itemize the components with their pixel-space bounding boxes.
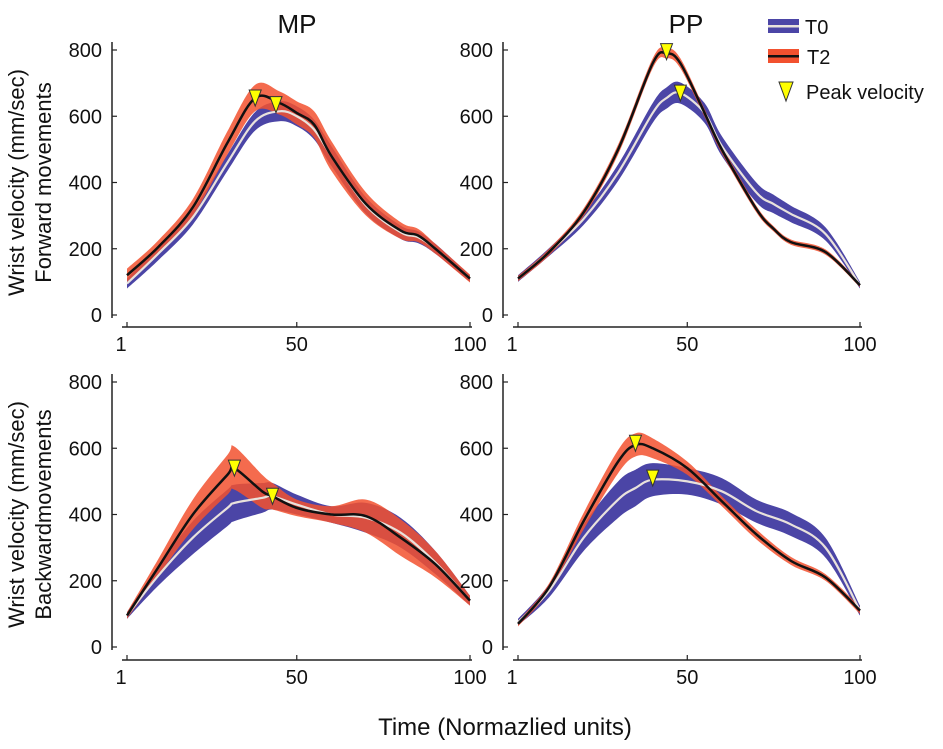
legend-label-peak: Peak velocity bbox=[806, 82, 924, 104]
band-t2 bbox=[518, 432, 860, 627]
x-tick-label: 100 bbox=[453, 334, 486, 356]
y-tick-label: 800 bbox=[69, 40, 102, 62]
y-tick-label: 600 bbox=[460, 438, 493, 460]
band-t0 bbox=[518, 463, 860, 626]
y-tick-label: 0 bbox=[91, 305, 102, 327]
y-tick-label: 600 bbox=[460, 106, 493, 128]
panel-title: PP bbox=[669, 9, 704, 39]
y-tick-label: 800 bbox=[69, 372, 102, 394]
y-tick-label: 0 bbox=[91, 637, 102, 659]
mean-line-t0 bbox=[517, 478, 861, 623]
y-axis-label: Backwardmovements bbox=[31, 409, 56, 619]
panel-title: MP bbox=[278, 9, 317, 39]
peak-velocity-marker-t2 bbox=[659, 43, 674, 62]
mean-line-t0 bbox=[517, 91, 861, 286]
x-tick-label: 50 bbox=[676, 334, 698, 356]
y-tick-label: 200 bbox=[460, 239, 493, 261]
legend: T0 T2 Peak velocity bbox=[768, 17, 924, 104]
band-t2 bbox=[518, 47, 860, 288]
x-tick-label: 50 bbox=[676, 667, 698, 689]
y-tick-label: 0 bbox=[482, 305, 493, 327]
x-tick-label: 1 bbox=[506, 667, 517, 689]
y-tick-label: 400 bbox=[460, 505, 493, 527]
x-tick-label: 1 bbox=[506, 334, 517, 356]
legend-label-t2: T2 bbox=[807, 47, 830, 69]
y-tick-label: 400 bbox=[460, 173, 493, 195]
mean-line-t2 bbox=[517, 442, 861, 625]
y-tick-label: 200 bbox=[69, 239, 102, 261]
panel-3: 0 200 400 600 800 1 50 100 Wrist velocity (mm/se… bbox=[4, 372, 487, 689]
panel-1: 0 200 400 600 800 1 50 100 MP Wrist velocity (mm/… bbox=[4, 9, 487, 356]
y-tick-label: 800 bbox=[460, 40, 493, 62]
y-tick-label: 600 bbox=[69, 438, 102, 460]
y-tick-label: 400 bbox=[69, 505, 102, 527]
y-tick-label: 0 bbox=[482, 637, 493, 659]
y-tick-label: 800 bbox=[460, 372, 493, 394]
y-axis-label: Wrist velocity (mm/sec) bbox=[4, 401, 29, 628]
x-tick-label: 100 bbox=[843, 334, 876, 356]
band-t0 bbox=[518, 81, 860, 289]
y-tick-label: 200 bbox=[460, 571, 493, 593]
band-t2 bbox=[127, 445, 470, 619]
legend-swatch-t2-line bbox=[768, 55, 799, 58]
legend-label-t0: T0 bbox=[805, 17, 828, 39]
band-t0 bbox=[127, 101, 470, 289]
peak-velocity-marker-t2 bbox=[227, 459, 242, 478]
x-tick-label: 50 bbox=[286, 334, 308, 356]
peak-velocity-marker-t0 bbox=[269, 96, 283, 115]
y-axis-label: Wrist velocity (mm/sec) bbox=[4, 69, 29, 296]
mean-line-t0 bbox=[126, 110, 471, 285]
x-tick-label: 1 bbox=[115, 667, 126, 689]
x-tick-label: 1 bbox=[115, 334, 126, 356]
x-tick-label: 50 bbox=[286, 667, 308, 689]
peak-velocity-marker-t2 bbox=[248, 89, 262, 108]
legend-swatch-t0-line bbox=[768, 25, 799, 28]
mean-line-t2 bbox=[126, 94, 471, 280]
peak-velocity-marker-t0 bbox=[673, 84, 688, 103]
x-tick-label: 100 bbox=[453, 667, 486, 689]
mean-line-t2 bbox=[517, 50, 861, 287]
y-axis-label: Forward movements bbox=[31, 82, 56, 283]
x-axis-label: Time (Normazlied units) bbox=[378, 714, 632, 741]
y-tick-label: 200 bbox=[69, 571, 102, 593]
peak-velocity-marker-t0 bbox=[646, 469, 660, 488]
panel-2: 0 200 400 600 800 1 50 100 PP bbox=[460, 9, 877, 356]
peak-velocity-marker-t2 bbox=[628, 434, 643, 453]
peak-velocity-marker-t0 bbox=[265, 487, 280, 506]
y-tick-label: 600 bbox=[69, 106, 102, 128]
x-tick-label: 100 bbox=[843, 667, 876, 689]
band-t2 bbox=[127, 82, 470, 283]
y-tick-label: 400 bbox=[69, 173, 102, 195]
panel-4: 0 200 400 600 800 1 50 100 bbox=[460, 372, 877, 689]
legend-marker-peak-icon bbox=[778, 81, 794, 103]
